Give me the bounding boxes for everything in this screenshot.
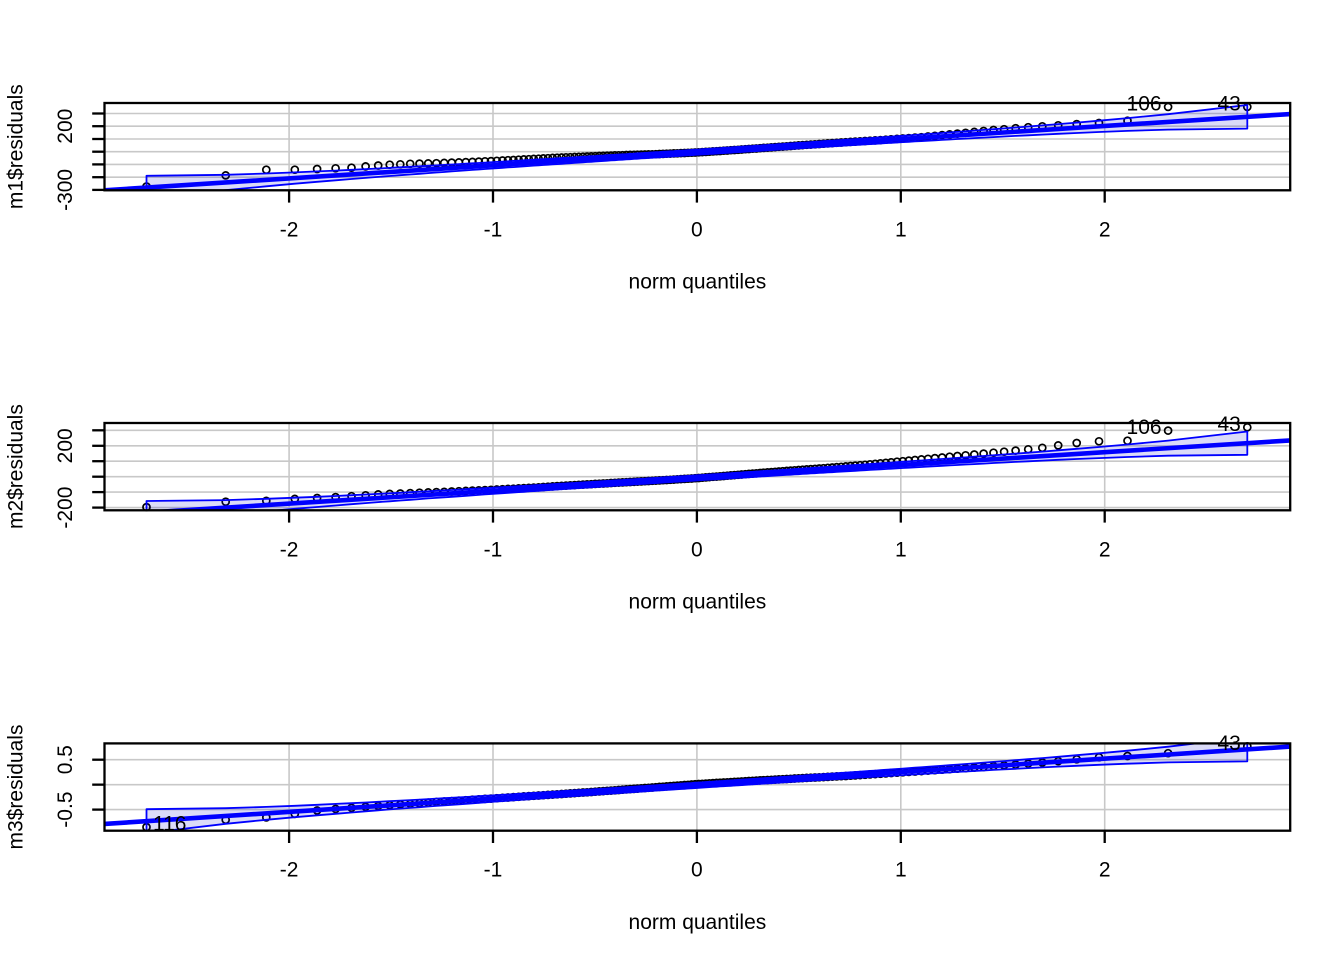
svg-text:0: 0	[691, 859, 703, 882]
svg-text:norm quantiles: norm quantiles	[629, 271, 767, 294]
svg-text:43: 43	[1217, 413, 1240, 436]
svg-text:200: 200	[54, 109, 77, 144]
svg-text:m1$residuals: m1$residuals	[5, 84, 28, 209]
svg-text:0: 0	[691, 218, 703, 241]
svg-text:-300: -300	[54, 169, 77, 211]
svg-text:43: 43	[1217, 92, 1240, 115]
svg-text:116: 116	[153, 813, 186, 836]
svg-text:0.5: 0.5	[54, 745, 77, 774]
svg-text:1: 1	[895, 538, 907, 561]
svg-text:-1: -1	[484, 859, 503, 882]
svg-text:-2: -2	[280, 218, 299, 241]
svg-text:-2: -2	[280, 859, 299, 882]
svg-text:2: 2	[1099, 538, 1111, 561]
svg-text:1: 1	[895, 218, 907, 241]
svg-text:-2: -2	[280, 538, 299, 561]
svg-text:m3$residuals: m3$residuals	[5, 725, 28, 850]
svg-text:1: 1	[895, 859, 907, 882]
svg-text:-0.5: -0.5	[54, 792, 77, 828]
svg-text:-1: -1	[484, 218, 503, 241]
svg-text:m2$residuals: m2$residuals	[5, 404, 28, 529]
svg-text:norm quantiles: norm quantiles	[629, 911, 767, 934]
svg-text:0: 0	[691, 538, 703, 561]
svg-text:106: 106	[1127, 92, 1162, 115]
svg-text:106: 106	[1127, 416, 1162, 439]
svg-text:2: 2	[1099, 218, 1111, 241]
svg-text:norm quantiles: norm quantiles	[629, 591, 767, 614]
svg-text:-1: -1	[484, 538, 503, 561]
svg-text:2: 2	[1099, 859, 1111, 882]
svg-text:43: 43	[1217, 732, 1240, 755]
svg-text:-200: -200	[54, 487, 77, 529]
svg-text:200: 200	[54, 428, 77, 463]
